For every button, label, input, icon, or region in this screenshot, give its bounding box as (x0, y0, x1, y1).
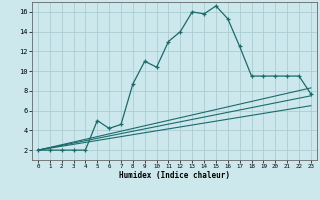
X-axis label: Humidex (Indice chaleur): Humidex (Indice chaleur) (119, 171, 230, 180)
